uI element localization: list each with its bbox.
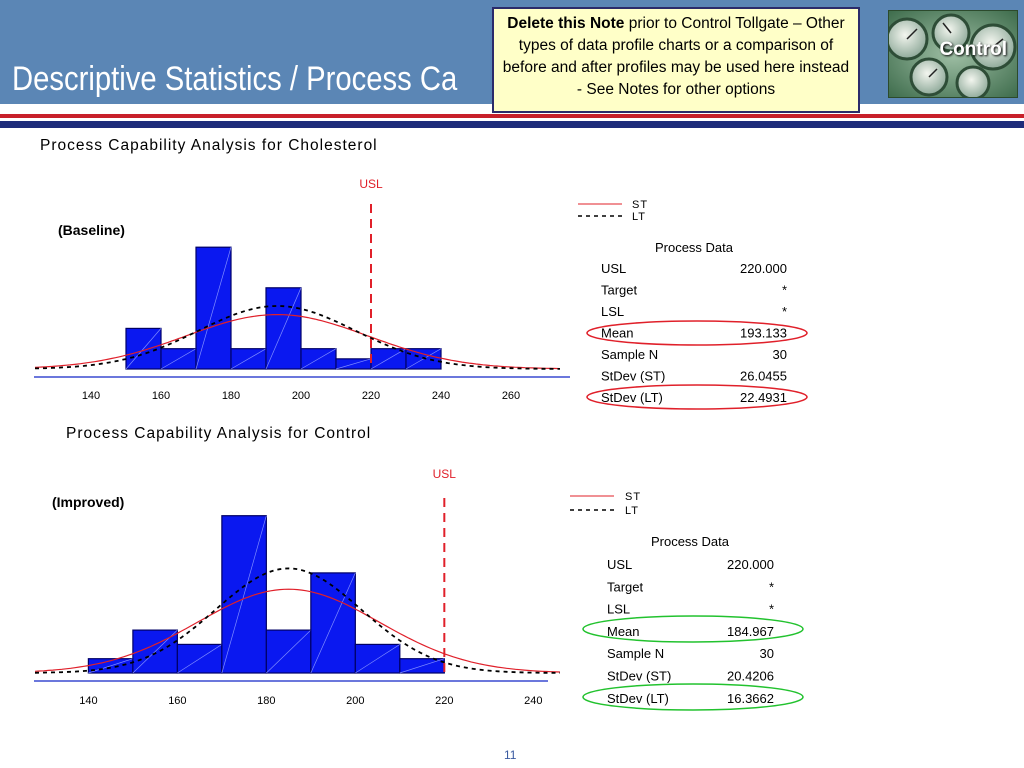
x-tick-label: 260 — [502, 390, 520, 402]
bar-hatch — [177, 644, 223, 674]
process-data-label: USL — [607, 557, 632, 572]
st-curve — [34, 314, 561, 370]
process-data-value: 16.3662 — [727, 691, 774, 706]
chart-title: Process Capability Analysis for Choleste… — [40, 137, 378, 154]
stdev-lt-highlight-circle — [582, 683, 804, 711]
process-data-table: USL 220.000 Target * LSL * Mean 193.133 Sample N… — [601, 261, 787, 405]
bar-hatch — [221, 515, 267, 674]
process-data-table: USL 220.000 Target * LSL * Mean 184.967 Sample N… — [607, 557, 774, 706]
bar-hatch — [355, 644, 401, 674]
x-ticks: 140 160 180 200 220 240 260 — [82, 390, 520, 402]
x-tick-label: 180 — [222, 390, 240, 402]
mean-highlight-circle — [586, 320, 808, 346]
process-data-label: Sample N — [607, 646, 664, 661]
chart-title: Process Capability Analysis for Control — [66, 425, 371, 442]
bar-hatch — [266, 629, 312, 674]
process-data-label: Sample N — [601, 347, 658, 362]
x-tick-label: 140 — [79, 695, 97, 707]
process-data-label: LSL — [601, 304, 624, 319]
bar-hatch — [399, 658, 445, 674]
x-tick-label: 200 — [346, 695, 364, 707]
bar-hatch — [310, 572, 356, 674]
process-data-value: 22.4931 — [740, 390, 787, 405]
bar-hatch — [125, 328, 162, 370]
process-data-value: 30 — [773, 347, 787, 362]
slide-title: Descriptive Statistics / Process Ca — [12, 60, 458, 98]
x-tick-label: 240 — [432, 390, 450, 402]
baseline-label: (Baseline) — [58, 222, 125, 238]
note-bold-text: Delete this Note — [507, 15, 625, 32]
process-data-value: 30 — [760, 646, 774, 661]
legend-lt-label: LT — [632, 211, 646, 223]
lt-curve — [34, 567, 560, 674]
process-data-value: * — [769, 602, 774, 617]
bar-hatch — [265, 287, 302, 370]
process-data-label: StDev (ST) — [601, 369, 665, 384]
distribution-curves — [34, 567, 561, 674]
process-data-value: 193.133 — [740, 326, 787, 341]
header-stripe-navy — [0, 121, 1024, 128]
process-data-value: 20.4206 — [727, 669, 774, 684]
chart-control: Process Capability Analysis for Control … — [34, 425, 804, 711]
process-data-label: Mean — [607, 624, 640, 639]
bar-hatch — [405, 348, 442, 370]
x-tick-label: 140 — [82, 390, 100, 402]
stdev-lt-highlight-circle — [586, 384, 808, 410]
process-data-value: * — [769, 579, 774, 594]
process-data-label: USL — [601, 261, 626, 276]
st-curve — [34, 588, 561, 673]
process-data-label: StDev (LT) — [607, 691, 669, 706]
bar-hatch — [300, 348, 337, 370]
legend-st-label: ST — [632, 199, 648, 211]
delete-note-box: Delete this Note prior to Control Tollga… — [492, 7, 860, 113]
x-tick-label: 220 — [362, 390, 380, 402]
histogram-bars — [87, 515, 445, 674]
x-tick-label: 160 — [168, 695, 186, 707]
bar-hatch — [88, 658, 133, 674]
chart-cholesterol: Process Capability Analysis for Choleste… — [34, 137, 808, 410]
control-badge-label: Control — [939, 39, 1007, 60]
gauges-picture — [889, 11, 1017, 97]
mean-highlight-circle — [582, 615, 804, 643]
x-ticks: 140 160 180 200 220 240 — [79, 695, 542, 707]
process-data-label: StDev (ST) — [607, 669, 671, 684]
process-data-heading: Process Data — [655, 240, 734, 255]
legend-lt-label: LT — [625, 505, 639, 517]
process-data-value: 220.000 — [740, 261, 787, 276]
control-gauges-image: Control — [888, 10, 1018, 98]
x-tick-label: 180 — [257, 695, 275, 707]
x-tick-label: 220 — [435, 695, 453, 707]
x-tick-label: 200 — [292, 390, 310, 402]
bar-hatch — [230, 348, 267, 370]
page-number: 11 — [504, 748, 517, 762]
lt-curve — [35, 305, 560, 370]
process-data-value: 220.000 — [727, 557, 774, 572]
distribution-curves — [34, 305, 561, 370]
x-tick-label: 240 — [524, 695, 542, 707]
process-data-label: Target — [607, 579, 644, 594]
bar-hatch — [160, 348, 197, 370]
process-data-heading: Process Data — [651, 534, 730, 549]
usl-label: USL — [359, 177, 383, 191]
process-data-label: StDev (LT) — [601, 390, 663, 405]
process-data-label: Mean — [601, 326, 634, 341]
process-data-value: 26.0455 — [740, 369, 787, 384]
legend-st-label: ST — [625, 491, 641, 503]
process-data-value: * — [782, 283, 787, 298]
histogram-bars — [125, 246, 442, 370]
bar-hatch — [335, 358, 372, 370]
process-data-value: 184.967 — [727, 624, 774, 639]
process-data-label: LSL — [607, 602, 630, 617]
header-stripe-white-2 — [0, 118, 1024, 121]
process-data-label: Target — [601, 283, 638, 298]
note-text: prior to Control Tollgate – Other types … — [502, 15, 850, 98]
process-data-value: * — [782, 304, 787, 319]
bar-hatch — [195, 247, 232, 370]
usl-label: USL — [433, 467, 457, 481]
capability-charts: Process Capability Analysis for Choleste… — [34, 137, 808, 711]
x-tick-label: 160 — [152, 390, 170, 402]
header-stripe-red — [0, 114, 1024, 118]
improved-label: (Improved) — [52, 494, 124, 510]
bar-hatch — [370, 348, 407, 370]
